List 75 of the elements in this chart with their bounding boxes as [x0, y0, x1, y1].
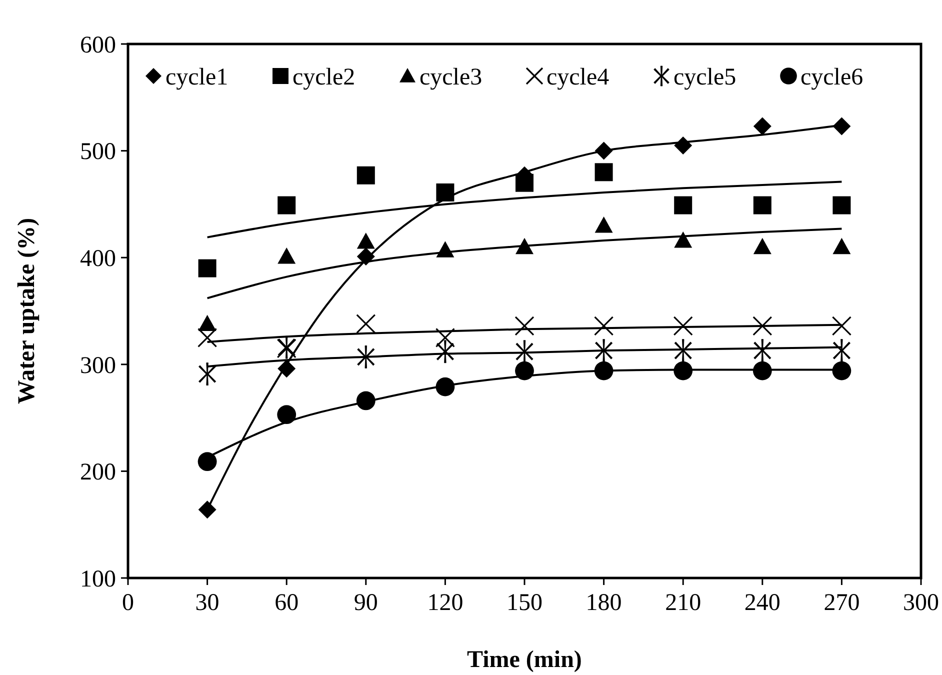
point [754, 339, 772, 362]
y-axis-title: Water uptake (%) [14, 218, 40, 404]
point [752, 316, 772, 336]
point [516, 238, 534, 254]
point [515, 361, 534, 380]
point [674, 361, 693, 380]
point [753, 196, 772, 214]
point [356, 391, 376, 410]
y-tick-label: 200 [80, 460, 116, 486]
point [594, 216, 613, 233]
point [594, 163, 613, 182]
point [436, 183, 454, 202]
point [832, 316, 852, 336]
x-tick-label: 60 [274, 590, 299, 616]
x-tick-label: 90 [354, 590, 378, 616]
legend-label: cycle6 [800, 64, 864, 90]
x-tick-label: 270 [824, 590, 860, 616]
y-tick-label: 600 [80, 32, 116, 58]
point [198, 314, 216, 332]
point [832, 361, 852, 380]
point [436, 377, 455, 396]
y-tick-label: 500 [80, 139, 116, 166]
point [357, 345, 375, 368]
point [594, 316, 614, 336]
point [514, 316, 534, 336]
y-tick-label: 300 [80, 352, 116, 379]
x-axis-title: Time (min) [467, 647, 582, 673]
point [594, 142, 613, 160]
point [198, 328, 218, 348]
point [674, 232, 692, 248]
point [674, 196, 692, 214]
y-tick-label: 400 [80, 246, 116, 272]
point [198, 259, 216, 278]
point [198, 362, 216, 386]
point [278, 196, 296, 214]
legend-label: cycle4 [546, 64, 610, 90]
x-tick-label: 240 [744, 590, 780, 616]
point [752, 361, 772, 380]
x-tick-label: 210 [665, 590, 702, 616]
point [356, 166, 375, 184]
point [278, 360, 296, 378]
point [674, 339, 692, 362]
x-tick-label: 0 [122, 590, 134, 616]
point [436, 340, 454, 364]
point [673, 316, 693, 336]
x-tick-label: 120 [427, 590, 464, 616]
point [198, 452, 217, 472]
point [832, 117, 851, 136]
point [753, 117, 772, 136]
x-tick-label: 150 [506, 590, 542, 616]
point [753, 238, 772, 254]
x-tick-label: 180 [586, 590, 622, 616]
point [832, 196, 851, 214]
x-tick-label: 300 [903, 590, 939, 616]
point [435, 328, 455, 348]
point [516, 340, 534, 364]
legend-label: cycle5 [674, 64, 736, 90]
point [278, 248, 296, 264]
point [277, 405, 296, 424]
legend-label: cycle2 [292, 64, 356, 90]
point [832, 238, 851, 254]
y-tick-label: 100 [80, 566, 116, 592]
point [356, 248, 375, 266]
point [356, 314, 376, 334]
x-tick-label: 30 [195, 590, 220, 616]
point [832, 339, 850, 362]
point [436, 241, 454, 258]
legend-label: cycle3 [420, 64, 482, 90]
point [595, 339, 613, 362]
point [356, 232, 375, 249]
point [198, 500, 216, 519]
point [276, 338, 296, 358]
point [594, 361, 614, 380]
legend-label: cycle1 [166, 64, 228, 90]
point [674, 136, 692, 154]
